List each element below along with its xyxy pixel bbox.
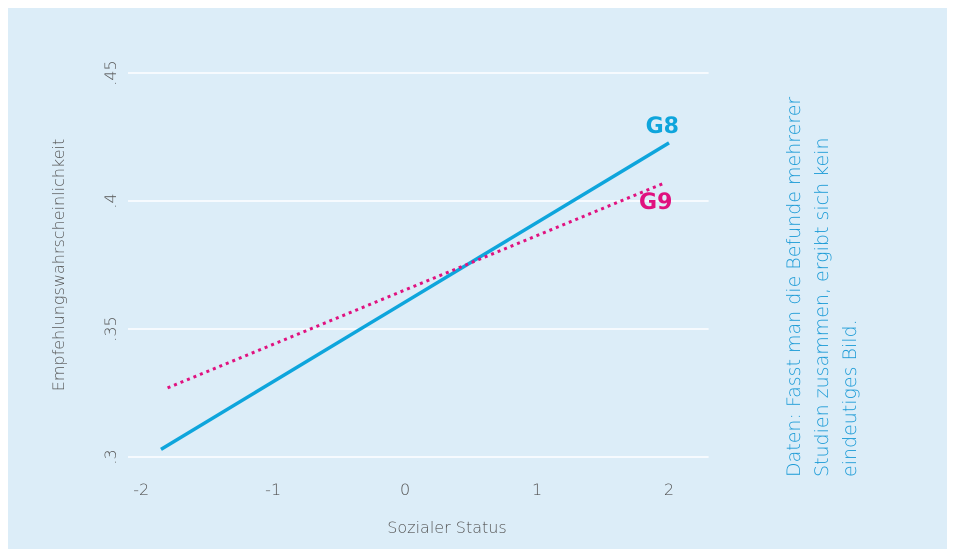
y-tick-label: .4 bbox=[101, 193, 120, 208]
x-tick-label: 2 bbox=[664, 480, 674, 499]
annotation: Daten: Fasst man die Befunde mehrerer bbox=[783, 97, 805, 477]
y-tick-label: .35 bbox=[101, 316, 120, 341]
y-axis-label: Empfehlungswahrscheinlichkeit bbox=[49, 139, 68, 392]
x-tick-label: 0 bbox=[400, 480, 410, 499]
x-tick-label: 1 bbox=[532, 480, 542, 499]
background bbox=[8, 8, 947, 549]
y-tick-label: .45 bbox=[101, 60, 120, 85]
x-tick-label: -1 bbox=[265, 480, 281, 499]
y-tick-label: .3 bbox=[101, 449, 120, 464]
series-label: G8 bbox=[646, 114, 679, 139]
annotation: eindeutiges Bild. bbox=[839, 319, 861, 477]
x-tick-label: -2 bbox=[133, 480, 149, 499]
series-label: G9 bbox=[639, 190, 672, 215]
line bbox=[167, 182, 663, 390]
line bbox=[160, 141, 670, 451]
annotation: Studien zusammen, ergibt sich kein bbox=[811, 138, 833, 478]
x-axis-label: Sozialer Status bbox=[387, 518, 507, 537]
